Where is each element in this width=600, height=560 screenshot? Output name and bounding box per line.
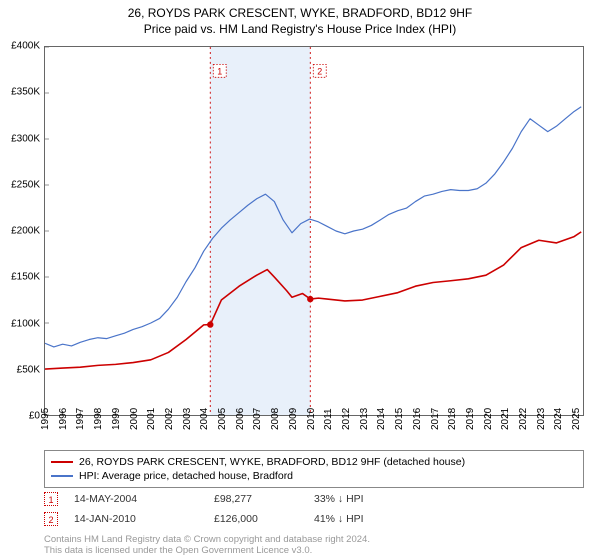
y-axis-tick-label: £200K [11, 226, 40, 237]
sale-vs-hpi: 33% ↓ HPI [314, 493, 454, 505]
chart-subtitle: Price paid vs. HM Land Registry's House … [0, 22, 600, 36]
y-axis-tick-label: £50K [17, 364, 40, 375]
x-axis-tick-label: 2015 [394, 408, 405, 430]
x-axis-tick-label: 2016 [412, 408, 423, 430]
attribution-line: Contains HM Land Registry data © Crown c… [44, 534, 370, 545]
legend-item: 26, ROYDS PARK CRESCENT, WYKE, BRADFORD,… [51, 455, 577, 469]
x-axis-tick-label: 2004 [199, 408, 210, 430]
x-axis-tick-label: 2020 [483, 408, 494, 430]
x-axis-tick-label: 2005 [217, 408, 228, 430]
legend-swatch [51, 461, 73, 463]
x-axis-tick-label: 2017 [430, 408, 441, 430]
sale-date: 14-JAN-2010 [74, 513, 214, 525]
x-axis-tick-label: 2003 [182, 408, 193, 430]
chart-title: 26, ROYDS PARK CRESCENT, WYKE, BRADFORD,… [0, 6, 600, 20]
x-axis-tick-label: 2001 [146, 408, 157, 430]
x-axis-tick-label: 2006 [235, 408, 246, 430]
x-axis-tick-label: 2014 [376, 408, 387, 430]
x-axis-tick-label: 2018 [447, 408, 458, 430]
svg-text:2: 2 [317, 66, 322, 76]
x-axis-tick-label: 2012 [341, 408, 352, 430]
x-axis-tick-label: 2024 [553, 408, 564, 430]
x-axis-tick-label: 2002 [164, 408, 175, 430]
sale-marker-icon: 1 [44, 492, 58, 506]
x-axis-tick-label: 1995 [40, 408, 51, 430]
y-axis-tick-label: £250K [11, 179, 40, 190]
sale-price: £126,000 [214, 513, 314, 525]
x-axis-tick-label: 2021 [500, 408, 511, 430]
x-axis-tick-label: 2007 [252, 408, 263, 430]
svg-text:1: 1 [217, 66, 222, 76]
x-axis-tick-label: 2011 [323, 408, 334, 430]
y-axis-tick-label: £150K [11, 272, 40, 283]
y-axis-tick-label: £0 [29, 411, 40, 422]
legend-label: HPI: Average price, detached house, Brad… [79, 470, 293, 482]
x-axis-tick-label: 2010 [306, 408, 317, 430]
x-axis-tick-label: 2023 [536, 408, 547, 430]
legend: 26, ROYDS PARK CRESCENT, WYKE, BRADFORD,… [44, 450, 584, 488]
x-axis-tick-label: 2008 [270, 408, 281, 430]
y-axis-tick-label: £300K [11, 133, 40, 144]
sale-record: 1 14-MAY-2004 £98,277 33% ↓ HPI [44, 492, 584, 506]
x-axis-tick-label: 2013 [359, 408, 370, 430]
x-axis-tick-label: 2000 [129, 408, 140, 430]
chart-svg: 12 [45, 47, 583, 415]
chart-plot-area: 12 [44, 46, 584, 416]
sale-vs-hpi: 41% ↓ HPI [314, 513, 454, 525]
attribution-line: This data is licensed under the Open Gov… [44, 545, 370, 556]
attribution: Contains HM Land Registry data © Crown c… [44, 534, 370, 557]
x-axis-tick-label: 1998 [93, 408, 104, 430]
legend-item: HPI: Average price, detached house, Brad… [51, 469, 577, 483]
x-axis-tick-label: 1999 [111, 408, 122, 430]
x-axis-tick-label: 2019 [465, 408, 476, 430]
x-axis-tick-label: 2025 [571, 408, 582, 430]
sale-price: £98,277 [214, 493, 314, 505]
y-axis-tick-label: £350K [11, 87, 40, 98]
legend-swatch [51, 475, 73, 477]
x-axis-tick-label: 2009 [288, 408, 299, 430]
x-axis-tick-label: 1996 [58, 408, 69, 430]
sale-marker-icon: 2 [44, 512, 58, 526]
y-axis-tick-label: £400K [11, 41, 40, 52]
sale-record: 2 14-JAN-2010 £126,000 41% ↓ HPI [44, 512, 584, 526]
x-axis-tick-label: 1997 [75, 408, 86, 430]
y-axis-tick-label: £100K [11, 318, 40, 329]
legend-label: 26, ROYDS PARK CRESCENT, WYKE, BRADFORD,… [79, 456, 465, 468]
x-axis-tick-label: 2022 [518, 408, 529, 430]
sale-date: 14-MAY-2004 [74, 493, 214, 505]
